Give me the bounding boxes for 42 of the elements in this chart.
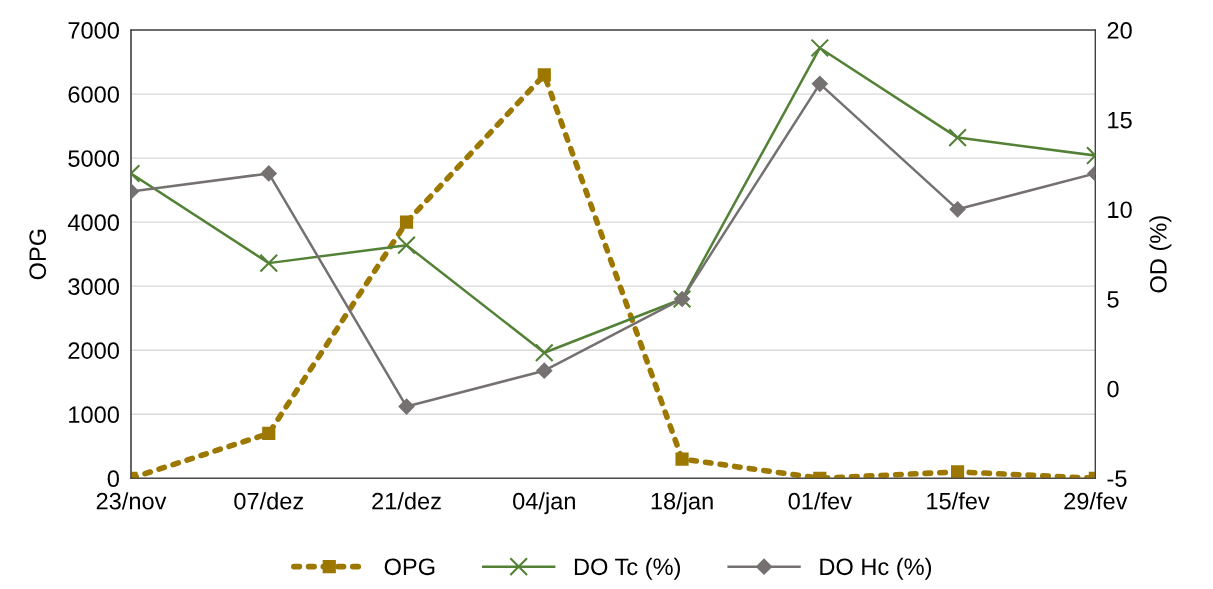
y2-tick-label: 10	[1108, 201, 1132, 219]
x-tick-label: 29/fev	[1064, 492, 1128, 510]
y-tick-label: 6000	[68, 86, 119, 103]
point	[259, 253, 279, 273]
x-tick-label: 07/dez	[234, 492, 304, 510]
point	[536, 362, 553, 379]
point	[948, 128, 967, 147]
legend-label: DO Hc (%)	[820, 557, 932, 580]
y-tick-label: 0	[107, 470, 119, 488]
y2-tick-label: 15	[1108, 112, 1132, 129]
x-tick-label: 21/dez	[372, 492, 441, 510]
point	[398, 398, 415, 415]
point	[811, 75, 828, 92]
point	[949, 201, 966, 218]
point	[675, 452, 689, 466]
point	[262, 426, 276, 441]
point	[950, 465, 965, 479]
y-tick-label: 5000	[68, 150, 119, 167]
point	[537, 68, 551, 82]
y2-axis-title: OD (%)	[1149, 216, 1172, 293]
point	[260, 165, 277, 182]
x-tick-label: 15/fev	[927, 492, 990, 510]
x-tick-label: 01/fev	[788, 492, 852, 510]
x-tick-label: 23/nov	[96, 492, 167, 510]
y2-tick-label: 0	[1107, 380, 1119, 398]
y-tick-label: 7000	[68, 22, 119, 39]
y-tick-label: 2000	[68, 342, 119, 359]
y2-tick-label: -5	[1107, 470, 1127, 488]
legend-label: OPG	[384, 558, 435, 576]
y-tick-label: 1000	[69, 406, 119, 424]
y-axis-title: OPG	[29, 229, 47, 280]
y-tick-label: 4000	[67, 214, 119, 231]
y2-tick-label: 5	[1107, 291, 1119, 308]
legend-label: DO Tc (%)	[574, 557, 680, 580]
x-tick-label: 04/jan	[513, 492, 575, 515]
point	[399, 215, 414, 229]
point	[397, 235, 416, 255]
point	[810, 38, 830, 58]
x-tick-label: 18/jan	[651, 492, 713, 515]
y2-tick-label: 20	[1107, 22, 1132, 39]
point	[534, 343, 554, 363]
y-tick-label: 3000	[68, 278, 119, 295]
